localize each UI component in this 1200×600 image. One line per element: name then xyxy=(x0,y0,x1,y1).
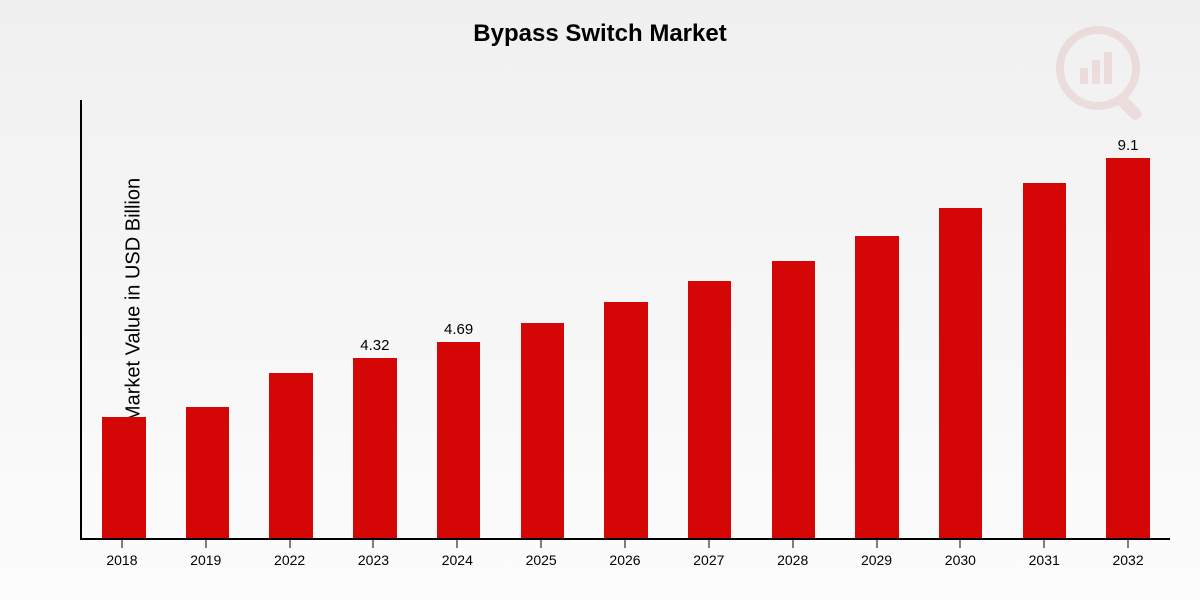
bar-slot xyxy=(500,100,584,538)
x-tick: 2031 xyxy=(1002,540,1086,600)
x-tick: 2025 xyxy=(499,540,583,600)
x-tick-label: 2025 xyxy=(526,552,557,568)
x-tick: 2018 xyxy=(80,540,164,600)
bar xyxy=(102,417,146,538)
bar xyxy=(855,236,899,538)
x-tick-label: 2026 xyxy=(609,552,640,568)
chart-title: Bypass Switch Market xyxy=(0,20,1200,48)
bar-slot xyxy=(166,100,250,538)
x-tick-label: 2023 xyxy=(358,552,389,568)
bar xyxy=(604,302,648,538)
plot-area: 4.32 4.69 9.1 xyxy=(80,100,1170,540)
bar-value-label: 4.69 xyxy=(444,325,473,342)
bar xyxy=(269,373,313,538)
x-tick-label: 2031 xyxy=(1029,552,1060,568)
bar-slot xyxy=(835,100,919,538)
bar-slot xyxy=(752,100,836,538)
x-tick-label: 2024 xyxy=(442,552,473,568)
x-tick: 2032 xyxy=(1086,540,1170,600)
x-tick: 2022 xyxy=(248,540,332,600)
bar xyxy=(688,281,732,538)
bar xyxy=(1106,158,1150,538)
bar xyxy=(772,261,816,538)
x-tick-label: 2027 xyxy=(693,552,724,568)
x-tick-label: 2028 xyxy=(777,552,808,568)
x-tick: 2026 xyxy=(583,540,667,600)
x-tick: 2023 xyxy=(332,540,416,600)
bar xyxy=(939,208,983,538)
x-tick-label: 2022 xyxy=(274,552,305,568)
x-tick-label: 2029 xyxy=(861,552,892,568)
bar xyxy=(186,407,230,538)
chart-container: Bypass Switch Market Market Value in USD… xyxy=(0,0,1200,600)
x-tick: 2028 xyxy=(751,540,835,600)
bar-slot: 9.1 xyxy=(1086,100,1170,538)
x-tick-label: 2018 xyxy=(106,552,137,568)
x-tick-label: 2030 xyxy=(945,552,976,568)
x-tick: 2024 xyxy=(415,540,499,600)
x-axis-ticks: 2018 2019 2022 2023 2024 2025 2026 2027 … xyxy=(80,540,1170,600)
x-tick: 2030 xyxy=(918,540,1002,600)
bar-value-label: 9.1 xyxy=(1118,141,1139,158)
x-tick: 2027 xyxy=(667,540,751,600)
bar-slot: 4.69 xyxy=(417,100,501,538)
bar-value-label: 4.32 xyxy=(360,341,389,358)
bars-group: 4.32 4.69 9.1 xyxy=(82,100,1170,538)
bar xyxy=(353,358,397,538)
bar xyxy=(521,323,565,538)
bar-slot xyxy=(249,100,333,538)
x-tick: 2029 xyxy=(835,540,919,600)
bar-slot xyxy=(584,100,668,538)
bar xyxy=(437,342,481,538)
x-tick-label: 2032 xyxy=(1112,552,1143,568)
bar-slot xyxy=(668,100,752,538)
bar-slot: 4.32 xyxy=(333,100,417,538)
x-tick: 2019 xyxy=(164,540,248,600)
bar-slot xyxy=(1003,100,1087,538)
bar-slot xyxy=(82,100,166,538)
bar xyxy=(1023,183,1067,538)
x-tick-label: 2019 xyxy=(190,552,221,568)
bar-slot xyxy=(919,100,1003,538)
